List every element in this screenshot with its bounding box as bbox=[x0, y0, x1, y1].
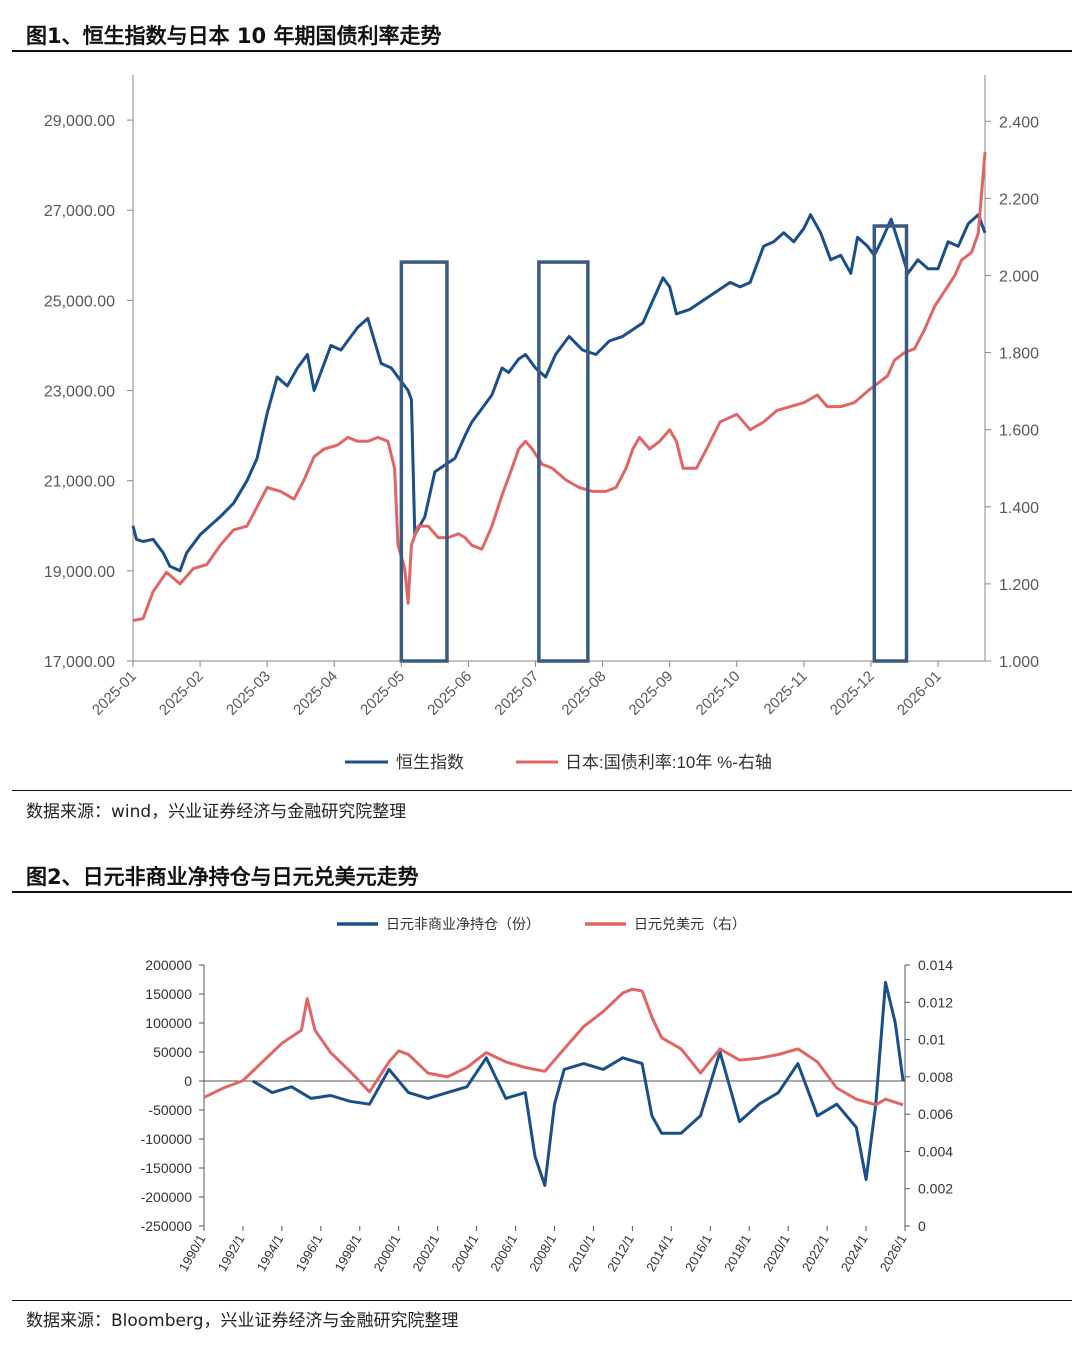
c1-x-tick-label: 2025-11 bbox=[761, 668, 811, 718]
c1-right-tick-label: 2.000 bbox=[999, 268, 1039, 285]
figure2-bottom-rule bbox=[12, 1300, 1072, 1301]
c1-x-tick-label: 2025-09 bbox=[626, 668, 677, 719]
c1-left-tick-label: 23,000.00 bbox=[44, 384, 115, 401]
c2-right-tick-label: 0.004 bbox=[918, 1143, 953, 1159]
c2-x-tick-label: 1992/1 bbox=[215, 1232, 248, 1274]
c1-left-tick-label: 19,000.00 bbox=[44, 564, 115, 581]
c2-right-tick-label: 0 bbox=[918, 1218, 926, 1234]
figure2-top-rule bbox=[12, 891, 1072, 893]
c2-x-tick-label: 2010/1 bbox=[565, 1232, 598, 1274]
c1-series-jgb10y bbox=[132, 151, 987, 622]
c1-series-hsi bbox=[131, 213, 987, 573]
c1-x-tick-label: 2025-08 bbox=[558, 668, 609, 719]
c2-series-jpy-usd bbox=[203, 987, 904, 1107]
c2-left-tick-label: 0 bbox=[184, 1073, 192, 1089]
c2-right-tick-label: 0.002 bbox=[918, 1181, 953, 1197]
c1-legend-label-hsi: 恒生指数 bbox=[396, 753, 464, 772]
c2-x-tick-label: 1998/1 bbox=[332, 1232, 365, 1274]
chart2: 200000 150000 100000 50000 0 -50000 -100000 -15… bbox=[141, 916, 954, 1274]
c1-right-tick-label: 1.000 bbox=[999, 654, 1039, 671]
c2-left-tick-label: -200000 bbox=[141, 1189, 193, 1205]
c2-legend-label-position: 日元非商业净持仓（份） bbox=[386, 916, 540, 932]
figure2-source: 数据来源：Bloomberg，兴业证券经济与金融研究院整理 bbox=[26, 1311, 459, 1331]
c1-x-tick-label: 2025-04 bbox=[290, 668, 341, 719]
c2-left-tick-label: 200000 bbox=[145, 957, 192, 973]
c1-right-tick-label: 1.600 bbox=[999, 423, 1039, 440]
c1-left-tick-label: 21,000.00 bbox=[44, 474, 115, 491]
figure2-title: 图2、日元非商业净持仓与日元兑美元走势 bbox=[26, 865, 419, 889]
figure1-bottom-rule bbox=[12, 790, 1072, 791]
c2-left-tick-label: -100000 bbox=[141, 1131, 193, 1147]
c1-x-tick-label: 2026-01 bbox=[894, 668, 945, 719]
c2-x-tick-label: 2000/1 bbox=[370, 1232, 403, 1274]
c2-x-tick-label: 2012/1 bbox=[604, 1232, 637, 1274]
c2-x-tick-label: 1996/1 bbox=[293, 1232, 326, 1274]
c1-left-tick-label: 17,000.00 bbox=[44, 654, 115, 671]
c2-right-tick-label: 0.014 bbox=[918, 957, 953, 973]
chart1: 17,000.00 19,000.00 21,000.00 23,000.00 25,0… bbox=[44, 75, 1039, 772]
c2-x-tick-label: 2002/1 bbox=[409, 1232, 442, 1274]
c2-right-tick-label: 0.008 bbox=[918, 1069, 953, 1085]
c1-right-tick-label: 2.400 bbox=[999, 114, 1039, 131]
c2-left-tick-label: 100000 bbox=[145, 1015, 192, 1031]
c1-x-tick-label: 2025-03 bbox=[223, 668, 274, 719]
c1-highlight-box bbox=[537, 260, 590, 663]
c1-left-tick-label: 27,000.00 bbox=[44, 203, 115, 220]
c1-legend-label-jgb: 日本:国债利率:10年 %-右轴 bbox=[565, 753, 772, 772]
c2-x-tick-label: 2014/1 bbox=[643, 1232, 676, 1274]
c2-x-tick-label: 2004/1 bbox=[448, 1232, 481, 1274]
c2-left-tick-label: -250000 bbox=[141, 1218, 193, 1234]
c1-x-tick-label: 2025-05 bbox=[357, 668, 408, 719]
c2-x-tick-label: 2018/1 bbox=[721, 1232, 754, 1274]
c2-x-tick-label: 2020/1 bbox=[760, 1232, 793, 1274]
c1-x-tick-label: 2025-01 bbox=[89, 668, 140, 719]
c2-x-tick-label: 2026/1 bbox=[877, 1232, 910, 1274]
c1-right-tick-label: 2.200 bbox=[999, 191, 1039, 208]
c2-x-tick-label: 2006/1 bbox=[487, 1232, 520, 1274]
c2-right-tick-label: 0.01 bbox=[918, 1032, 945, 1048]
c1-left-tick-label: 29,000.00 bbox=[44, 113, 115, 130]
c2-left-tick-label: -150000 bbox=[141, 1160, 193, 1176]
c1-x-tick-label: 2025-10 bbox=[693, 668, 744, 719]
c2-x-tick-label: 2024/1 bbox=[838, 1232, 871, 1274]
c1-highlight-box bbox=[399, 260, 449, 663]
c2-x-tick-label: 1990/1 bbox=[176, 1232, 209, 1274]
c1-x-tick-label: 2025-02 bbox=[156, 668, 207, 719]
c1-right-tick-label: 1.200 bbox=[999, 577, 1039, 594]
c1-right-tick-label: 1.400 bbox=[999, 500, 1039, 517]
c2-series-jpy-position bbox=[251, 980, 905, 1187]
c2-left-tick-label: 50000 bbox=[153, 1044, 192, 1060]
c1-x-tick-label: 2025-07 bbox=[491, 668, 542, 719]
c1-x-tick-label: 2025-06 bbox=[424, 668, 475, 719]
c1-right-tick-label: 1.800 bbox=[999, 346, 1039, 363]
figure1-title: 图1、恒生指数与日本 10 年期国债利率走势 bbox=[26, 24, 442, 48]
figure1-top-rule bbox=[12, 50, 1072, 52]
c1-highlight-box bbox=[872, 224, 909, 663]
c2-x-tick-label: 2008/1 bbox=[526, 1232, 559, 1274]
c2-x-tick-label: 1994/1 bbox=[254, 1232, 287, 1274]
c2-right-tick-label: 0.012 bbox=[918, 994, 953, 1010]
c2-x-tick-label: 2022/1 bbox=[799, 1232, 832, 1274]
figure1-source: 数据来源：wind，兴业证券经济与金融研究院整理 bbox=[26, 802, 407, 822]
c2-legend-label-jpyusd: 日元兑美元（右） bbox=[634, 916, 746, 932]
c2-left-tick-label: 150000 bbox=[145, 986, 192, 1002]
c2-x-tick-label: 2016/1 bbox=[682, 1232, 715, 1274]
c2-right-tick-label: 0.006 bbox=[918, 1106, 953, 1122]
c1-left-tick-label: 25,000.00 bbox=[44, 293, 115, 310]
c1-x-tick-label: 2025-12 bbox=[827, 668, 878, 719]
c2-left-tick-label: -50000 bbox=[148, 1102, 192, 1118]
